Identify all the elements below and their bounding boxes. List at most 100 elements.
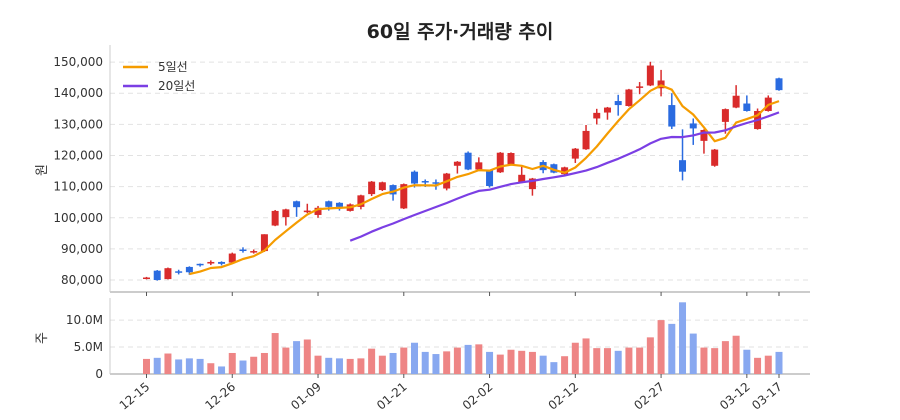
volume-bar	[303, 339, 311, 374]
volume-bar	[239, 360, 247, 374]
volume-bar	[293, 341, 301, 374]
volume-bar	[314, 355, 322, 374]
volume-bar	[507, 349, 515, 374]
chart-title: 60일 주가·거래량 추이	[367, 21, 554, 43]
legend-label-ma5: 5일선	[158, 60, 188, 74]
candle-body	[453, 161, 461, 166]
volume-bars	[143, 302, 783, 374]
candle-body	[507, 153, 515, 165]
candle-body	[218, 261, 226, 264]
volume-bar	[260, 352, 268, 374]
candle-body	[636, 86, 644, 88]
volume-bar	[196, 358, 204, 374]
candle	[518, 166, 526, 184]
candle-body	[400, 184, 408, 209]
price-grid: 80,000 90,000 100,000 110,000 120,000 130,000…	[53, 45, 810, 293]
candle-body	[593, 112, 601, 119]
volume-bar	[153, 357, 161, 374]
candlesticks	[143, 61, 783, 281]
volume-bar	[185, 358, 193, 374]
candle-body	[711, 149, 719, 166]
candle-body	[582, 130, 590, 150]
price-tick-label: 150,000	[53, 55, 103, 69]
volume-bar	[400, 347, 408, 374]
volume-bar	[443, 351, 451, 374]
price-tick-label: 100,000	[53, 211, 103, 225]
volume-bar	[550, 362, 558, 374]
candle	[614, 94, 622, 116]
ma-line-20	[349, 111, 780, 242]
candle-body	[700, 129, 708, 141]
candle	[164, 267, 172, 280]
candle	[636, 82, 644, 95]
candle-body	[432, 182, 440, 184]
candle-body	[603, 107, 611, 113]
volume-bar	[711, 348, 719, 374]
price-tick-label: 110,000	[53, 180, 103, 194]
x-tick-label: 03-17	[749, 380, 785, 413]
candle	[335, 202, 343, 211]
candle	[732, 85, 740, 109]
volume-tick-label: 10.0M	[66, 313, 103, 327]
candle-body	[207, 261, 215, 264]
candle-body	[357, 195, 365, 207]
volume-bar	[368, 348, 376, 374]
candle-body	[679, 160, 687, 172]
volume-bar	[335, 358, 343, 374]
candle	[593, 108, 601, 125]
candle	[571, 148, 579, 163]
volume-bar	[164, 353, 172, 374]
candle-body	[293, 201, 301, 208]
volume-bar	[518, 350, 526, 374]
candle-body	[164, 268, 172, 280]
candle	[475, 157, 483, 171]
volume-bar	[528, 351, 536, 374]
candle	[453, 161, 461, 174]
volume-bar	[764, 355, 772, 374]
candle-body	[389, 185, 397, 195]
volume-bar	[614, 350, 622, 374]
volume-bar	[464, 344, 472, 374]
volume-bar	[668, 323, 676, 374]
x-tick-label: 02-02	[460, 380, 496, 413]
candle	[175, 269, 183, 275]
volume-bar	[250, 356, 258, 374]
candle-body	[260, 234, 268, 252]
candle	[250, 249, 258, 254]
candle-body	[486, 170, 494, 187]
candle	[196, 263, 204, 267]
volume-bar	[721, 341, 729, 374]
candle	[368, 181, 376, 196]
volume-bar	[689, 333, 697, 374]
volume-bar	[475, 344, 483, 374]
volume-bar	[603, 348, 611, 374]
x-tick-label: 12-15	[117, 380, 153, 413]
candle-body	[689, 123, 697, 129]
candle	[464, 151, 472, 171]
candle-body	[185, 266, 193, 273]
candle-body	[646, 65, 654, 86]
price-tick-label: 140,000	[53, 86, 103, 100]
ma-line-5	[189, 84, 780, 276]
legend-label-ma20: 20일선	[158, 79, 195, 93]
candle-body	[614, 101, 622, 106]
volume-axis-label: 주	[35, 332, 50, 344]
candle	[303, 203, 311, 214]
candle	[357, 194, 365, 210]
x-tick-label: 03-12	[717, 380, 753, 413]
candle	[550, 163, 558, 174]
volume-bar	[271, 333, 279, 374]
volume-bar	[486, 351, 494, 374]
x-tick-label: 01-09	[288, 380, 324, 413]
candle-body	[571, 148, 579, 159]
candle	[743, 95, 751, 112]
candle-body	[528, 178, 536, 190]
candle-body	[721, 109, 729, 122]
candle-body	[325, 201, 333, 207]
candle	[239, 247, 247, 253]
candle	[314, 205, 322, 218]
candle	[496, 152, 504, 173]
volume-bar	[378, 355, 386, 374]
volume-bar	[357, 358, 365, 374]
candle-body	[228, 253, 236, 263]
